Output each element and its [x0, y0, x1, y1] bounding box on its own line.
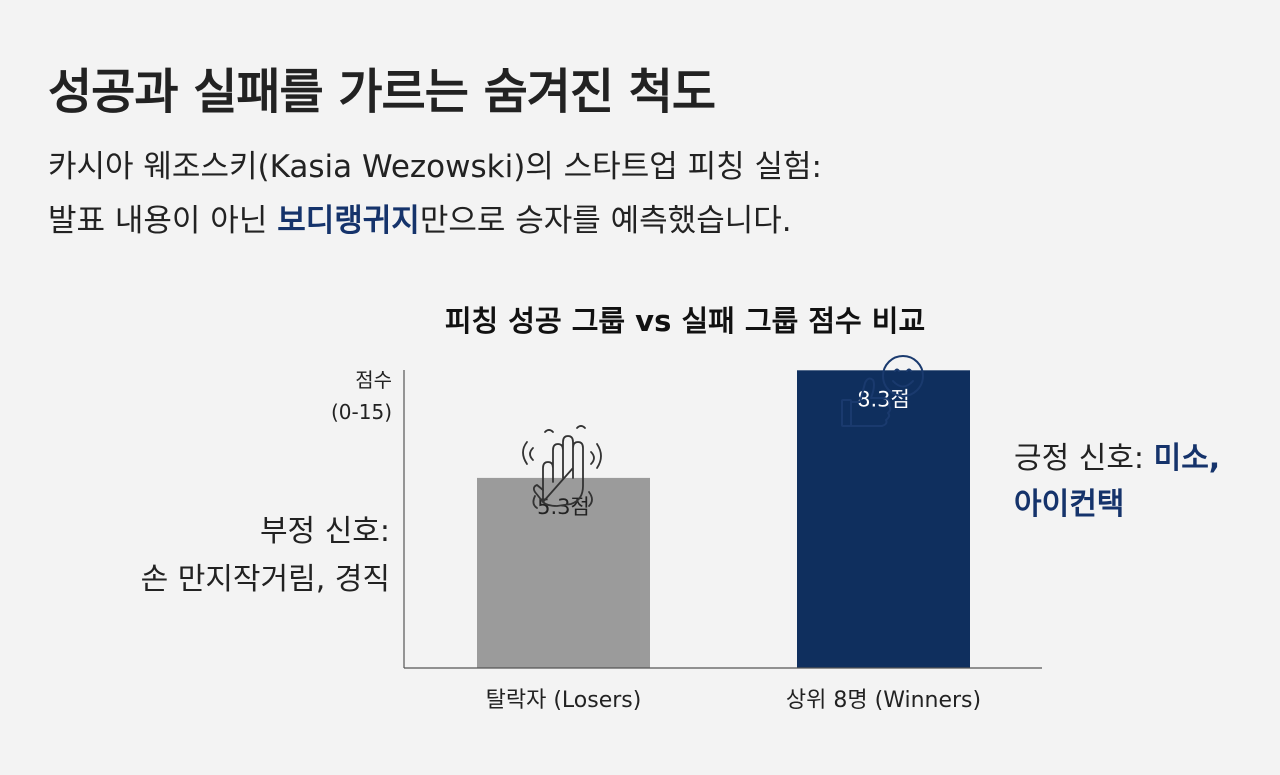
subtitle-line-1: 카시아 웨조스키(Kasia Wezowski)의 스타트업 피칭 실험: — [48, 149, 822, 185]
subtitle-text-before: 발표 내용이 아닌 — [48, 203, 278, 239]
positive-signal-smile: 미소, — [1153, 441, 1221, 476]
negative-signal-detail: 손 만지작거림, 경직 — [140, 562, 390, 597]
subtitle-highlight: 보디랭귀지 — [277, 203, 420, 239]
positive-signal-eye-contact: 아이컨택 — [1014, 487, 1125, 522]
negative-signal-annotation: 부정 신호: 손 만지작거림, 경직 — [141, 508, 390, 604]
negative-signal-label: 부정 신호: — [259, 514, 390, 549]
thumbs-up-smile-icon — [841, 355, 924, 427]
y-axis-label-name: 점수 — [355, 368, 392, 392]
y-axis-label-range: (0-15) — [331, 400, 392, 424]
category-label-winners: 상위 8명 (Winners) — [786, 688, 981, 713]
subtitle-line-2: 발표 내용이 아닌 보디랭귀지만으로 승자를 예측했습니다. — [48, 194, 822, 248]
bar-losers — [477, 477, 650, 668]
page-title: 성공과 실패를 가르는 숨겨진 척도 — [48, 64, 716, 120]
fidgeting-hand-icon — [522, 425, 602, 509]
chart-title: 피칭 성공 그룹 vs 실패 그룹 점수 비교 — [444, 304, 926, 338]
value-label-winners: 8.3점 — [857, 387, 910, 411]
subtitle: 카시아 웨조스키(Kasia Wezowski)의 스타트업 피칭 실험: 발표… — [48, 140, 822, 248]
positive-signal-line-1: 긍정 신호: 미소, — [1014, 436, 1220, 482]
positive-signal-label: 긍정 신호: — [1014, 441, 1154, 476]
y-axis-label: 점수 (0-15) — [331, 364, 392, 428]
bar-winners — [797, 370, 970, 668]
positive-signal-annotation: 긍정 신호: 미소, 아이컨택 — [1014, 436, 1220, 528]
category-label-losers: 탈락자 (Losers) — [486, 688, 642, 713]
subtitle-text-after: 만으로 승자를 예측했습니다. — [419, 203, 792, 239]
